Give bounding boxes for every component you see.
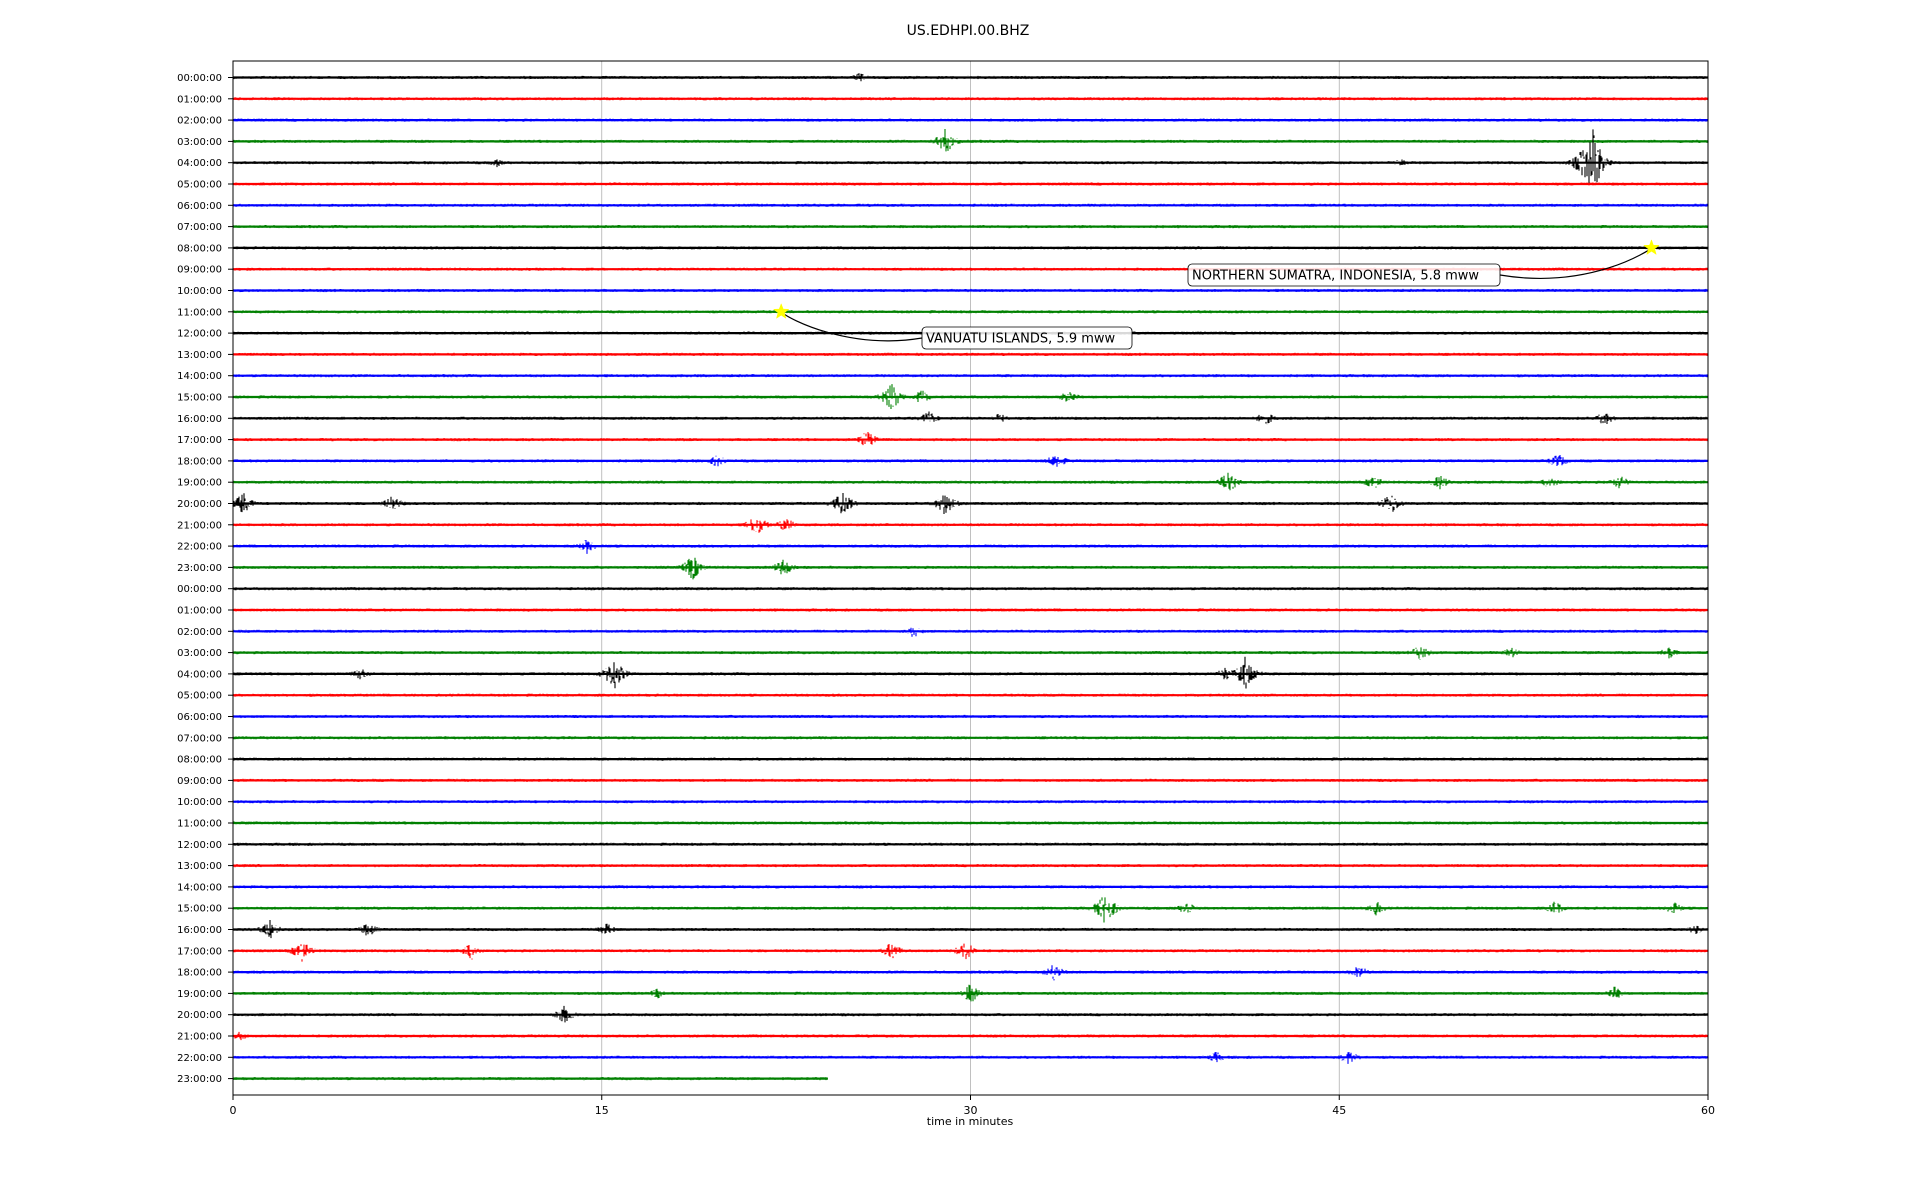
x-tick-label: 45	[1332, 1104, 1346, 1117]
grid-lines	[601, 61, 1340, 1095]
row-time-label: 19:00:00	[177, 478, 222, 489]
row-time-label: 20:00:00	[177, 1010, 222, 1021]
x-axis-label: time in minutes	[927, 1115, 1014, 1128]
row-time-label: 18:00:00	[177, 456, 222, 467]
row-time-label: 10:00:00	[177, 797, 222, 808]
row-time-label: 21:00:00	[177, 520, 222, 531]
row-time-label: 23:00:00	[177, 563, 222, 574]
row-time-label: 08:00:00	[177, 755, 222, 766]
row-time-label: 13:00:00	[177, 861, 222, 872]
chart-title: US.EDHPI.00.BHZ	[907, 23, 1030, 39]
row-time-label: 12:00:00	[177, 840, 222, 851]
event-star-marker	[1643, 239, 1660, 255]
x-tick-label: 30	[964, 1104, 978, 1117]
row-time-label: 10:00:00	[177, 286, 222, 297]
row-time-label: 18:00:00	[177, 968, 222, 979]
row-time-label: 16:00:00	[177, 414, 222, 425]
x-tick-label: 0	[230, 1104, 237, 1117]
row-time-label: 17:00:00	[177, 946, 222, 957]
row-time-label: 01:00:00	[177, 606, 222, 617]
x-axis-ticks: 0 15 30 45 60	[230, 1095, 1715, 1117]
event-annotations: NORTHERN SUMATRA, INDONESIA, 5.8 mww VANU…	[772, 239, 1660, 350]
event-label: NORTHERN SUMATRA, INDONESIA, 5.8 mww	[1192, 269, 1479, 284]
row-time-label: 08:00:00	[177, 243, 222, 254]
row-time-label: 13:00:00	[177, 350, 222, 361]
row-time-label: 14:00:00	[177, 882, 222, 893]
row-time-label: 14:00:00	[177, 371, 222, 382]
row-time-label: 07:00:00	[177, 222, 222, 233]
row-time-label: 20:00:00	[177, 499, 222, 510]
event-label-box	[921, 326, 1133, 350]
event-label-box	[1187, 263, 1501, 287]
row-time-label: 11:00:00	[177, 307, 222, 318]
row-time-label: 05:00:00	[177, 180, 222, 191]
row-time-label: 02:00:00	[177, 627, 222, 638]
row-time-label: 07:00:00	[177, 733, 222, 744]
row-time-label: 15:00:00	[177, 393, 222, 404]
row-time-label: 04:00:00	[177, 669, 222, 680]
row-time-label: 16:00:00	[177, 925, 222, 936]
event-callout-line	[780, 311, 923, 342]
row-time-label: 01:00:00	[177, 94, 222, 105]
row-time-label: 17:00:00	[177, 435, 222, 446]
x-tick-label: 60	[1701, 1104, 1715, 1117]
event-label: VANUATU ISLANDS, 5.9 mww	[926, 332, 1116, 347]
event-callout-line	[1499, 247, 1652, 279]
row-time-label: 09:00:00	[177, 776, 222, 787]
row-time-label: 04:00:00	[177, 158, 222, 169]
row-time-label: 21:00:00	[177, 1032, 222, 1043]
row-time-label: 22:00:00	[177, 542, 222, 553]
row-time-labels: 00:00:00 01:00:00 02:00:00 03:00:00 04:00:00…	[177, 73, 233, 1085]
row-time-label: 23:00:00	[177, 1074, 222, 1085]
row-time-label: 03:00:00	[177, 137, 222, 148]
row-time-label: 22:00:00	[177, 1053, 222, 1064]
row-time-label: 11:00:00	[177, 819, 222, 830]
plot-frame	[232, 60, 1709, 1096]
row-time-label: 12:00:00	[177, 329, 222, 340]
row-time-label: 06:00:00	[177, 712, 222, 723]
row-time-label: 09:00:00	[177, 265, 222, 276]
event-star-marker	[772, 303, 790, 319]
row-time-label: 00:00:00	[177, 584, 222, 595]
row-time-label: 02:00:00	[177, 116, 222, 127]
x-tick-label: 15	[595, 1104, 609, 1117]
row-time-label: 19:00:00	[177, 989, 222, 1000]
row-time-label: 06:00:00	[177, 201, 222, 212]
row-time-label: 00:00:00	[177, 73, 222, 84]
row-time-label: 15:00:00	[177, 904, 222, 915]
row-time-label: 05:00:00	[177, 691, 222, 702]
row-time-label: 03:00:00	[177, 648, 222, 659]
